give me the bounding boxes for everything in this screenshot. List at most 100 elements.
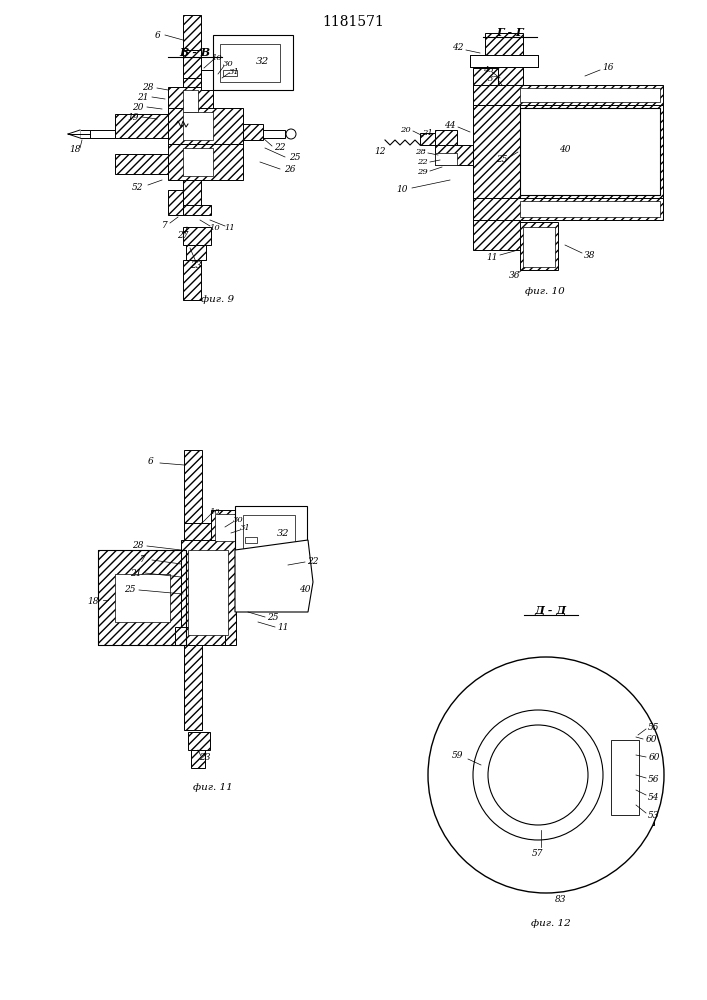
Bar: [184, 523, 214, 545]
Text: 55: 55: [648, 722, 660, 732]
Circle shape: [473, 710, 603, 840]
Bar: [223, 70, 237, 76]
Text: 31: 31: [228, 68, 240, 76]
Text: 26: 26: [284, 165, 296, 174]
Text: 20: 20: [399, 126, 410, 134]
Bar: [473, 105, 520, 200]
Text: 42: 42: [452, 43, 464, 52]
Bar: [606, 730, 654, 825]
Bar: [183, 180, 201, 215]
Bar: [220, 44, 280, 82]
Text: 38: 38: [584, 250, 596, 259]
Bar: [485, 33, 523, 55]
Text: 11: 11: [225, 224, 235, 232]
Text: 36: 36: [509, 271, 521, 280]
Bar: [115, 114, 168, 138]
Text: 19: 19: [127, 112, 139, 121]
Bar: [168, 144, 243, 180]
Text: 11: 11: [486, 253, 498, 262]
Bar: [520, 201, 660, 217]
Text: 18: 18: [87, 597, 99, 606]
Bar: [243, 124, 263, 140]
Bar: [184, 645, 202, 730]
Text: 21: 21: [421, 129, 433, 137]
Polygon shape: [235, 540, 313, 612]
Text: 28: 28: [132, 540, 144, 550]
Bar: [611, 740, 639, 815]
Text: 30: 30: [233, 516, 243, 524]
Text: фиг. 10: фиг. 10: [525, 288, 565, 296]
Bar: [263, 130, 285, 138]
Bar: [520, 222, 558, 270]
Bar: [435, 130, 457, 148]
Text: 83: 83: [555, 896, 567, 904]
Bar: [235, 506, 307, 558]
Bar: [191, 750, 205, 768]
Bar: [168, 87, 213, 115]
Bar: [473, 198, 663, 220]
Text: 1181571: 1181571: [322, 15, 384, 29]
Bar: [201, 70, 229, 90]
Bar: [243, 515, 295, 551]
Bar: [168, 190, 183, 215]
Text: 21: 21: [130, 568, 141, 578]
Text: 10: 10: [209, 224, 221, 232]
Bar: [186, 245, 206, 260]
Text: 32: 32: [257, 57, 269, 66]
Bar: [211, 510, 239, 545]
Bar: [473, 105, 663, 200]
Text: 6: 6: [155, 30, 161, 39]
Text: Г - Г: Г - Г: [496, 26, 524, 37]
Bar: [183, 148, 213, 176]
Text: 52: 52: [132, 182, 144, 192]
Text: 28: 28: [142, 84, 153, 93]
Text: 25: 25: [496, 155, 508, 164]
Text: 60: 60: [648, 752, 660, 762]
Bar: [98, 550, 186, 645]
Bar: [213, 35, 293, 90]
Text: 22: 22: [274, 143, 286, 152]
Bar: [183, 15, 201, 50]
Bar: [175, 627, 225, 645]
Text: 60: 60: [645, 736, 657, 744]
Text: 16: 16: [602, 64, 614, 73]
Text: 37: 37: [488, 75, 498, 83]
Bar: [473, 85, 663, 105]
Text: 12: 12: [374, 147, 386, 156]
Bar: [115, 154, 168, 174]
Bar: [183, 112, 213, 140]
Text: 22: 22: [308, 558, 319, 566]
Bar: [183, 227, 211, 245]
Bar: [470, 55, 538, 67]
Circle shape: [488, 725, 588, 825]
Bar: [435, 153, 457, 165]
Text: 11: 11: [277, 624, 288, 633]
Text: 59: 59: [452, 750, 464, 760]
Bar: [80, 130, 90, 138]
Bar: [188, 732, 210, 750]
Bar: [183, 78, 213, 90]
Bar: [520, 88, 660, 102]
Bar: [215, 514, 235, 541]
Text: 10: 10: [209, 508, 221, 516]
Bar: [235, 550, 305, 580]
Text: 56: 56: [648, 776, 660, 784]
Bar: [183, 50, 201, 80]
Bar: [498, 67, 523, 95]
Bar: [183, 205, 211, 215]
Bar: [201, 70, 229, 90]
Bar: [470, 55, 538, 67]
Text: 28: 28: [414, 148, 426, 156]
Bar: [520, 108, 660, 195]
Text: 53: 53: [648, 810, 660, 820]
Bar: [420, 133, 435, 145]
Text: 31: 31: [240, 524, 250, 532]
Text: фиг. 11: фиг. 11: [193, 784, 233, 792]
Text: фиг. 9: фиг. 9: [201, 296, 235, 304]
Bar: [184, 450, 202, 525]
Text: 27: 27: [177, 232, 189, 240]
Bar: [473, 220, 520, 250]
Bar: [248, 555, 293, 575]
Text: 20: 20: [132, 103, 144, 111]
Text: 57: 57: [532, 848, 544, 857]
